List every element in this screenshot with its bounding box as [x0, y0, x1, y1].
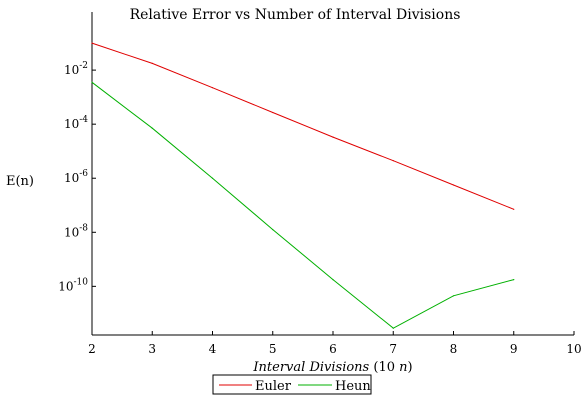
data-point-heun: [91, 81, 93, 83]
series-line-heun: [91, 81, 514, 329]
data-point-heun: [151, 127, 153, 129]
y-axis-label: E(n): [6, 174, 34, 189]
x-axis-label-italic: Interval Divisions: [252, 360, 369, 375]
x-axis-label: Interval Divisions (10 n): [252, 360, 412, 375]
legend-label-heun: Heun: [335, 379, 371, 394]
data-point-euler: [332, 136, 334, 138]
x-tick-label: 10: [566, 342, 581, 356]
y-tick-label: 10-8: [64, 223, 88, 239]
legend-box: [212, 374, 372, 395]
legend-label-euler: Euler: [255, 379, 292, 394]
x-axis-label-close: ): [408, 360, 413, 375]
data-point-heun: [452, 295, 455, 297]
x-tick-label: 2: [88, 342, 96, 356]
x-tick-label: 5: [269, 342, 277, 356]
data-point-euler: [392, 160, 394, 162]
chart-title: Relative Error vs Number of Interval Div…: [130, 7, 461, 23]
y-tick-label: 10-2: [64, 61, 88, 77]
data-point-euler: [272, 111, 274, 114]
y-tick-label: 10-4: [64, 115, 88, 131]
series-line-euler: [91, 42, 514, 210]
data-point-heun: [392, 327, 394, 329]
x-axis-label-var: n: [399, 360, 407, 375]
data-point-heun: [513, 278, 515, 281]
data-point-euler: [513, 208, 515, 210]
data-point-euler: [452, 184, 455, 186]
y-tick-label: 10-6: [64, 169, 88, 185]
legend: Euler Heun: [212, 374, 372, 395]
data-point-euler: [91, 42, 93, 44]
data-point-heun: [272, 228, 274, 231]
series-lines: [91, 42, 515, 329]
data-point-heun: [211, 177, 214, 179]
x-tick-label: 3: [148, 342, 156, 356]
x-tick-label: 9: [510, 342, 518, 356]
y-ticks: 10-2 10-4 10-6 10-8 10-10: [58, 61, 96, 293]
x-tick-label: 6: [329, 342, 337, 356]
x-ticks: 2 3 4 5 6 7 8 9 10: [88, 331, 582, 356]
x-tick-label: 4: [209, 342, 217, 356]
x-axis-label-open: (10: [369, 360, 399, 375]
y-tick-label: 10-10: [58, 277, 88, 293]
data-point-euler: [211, 87, 214, 89]
data-point-euler: [151, 62, 153, 64]
x-tick-label: 7: [389, 342, 397, 356]
x-tick-label: 8: [450, 342, 458, 356]
data-point-heun: [332, 278, 334, 281]
